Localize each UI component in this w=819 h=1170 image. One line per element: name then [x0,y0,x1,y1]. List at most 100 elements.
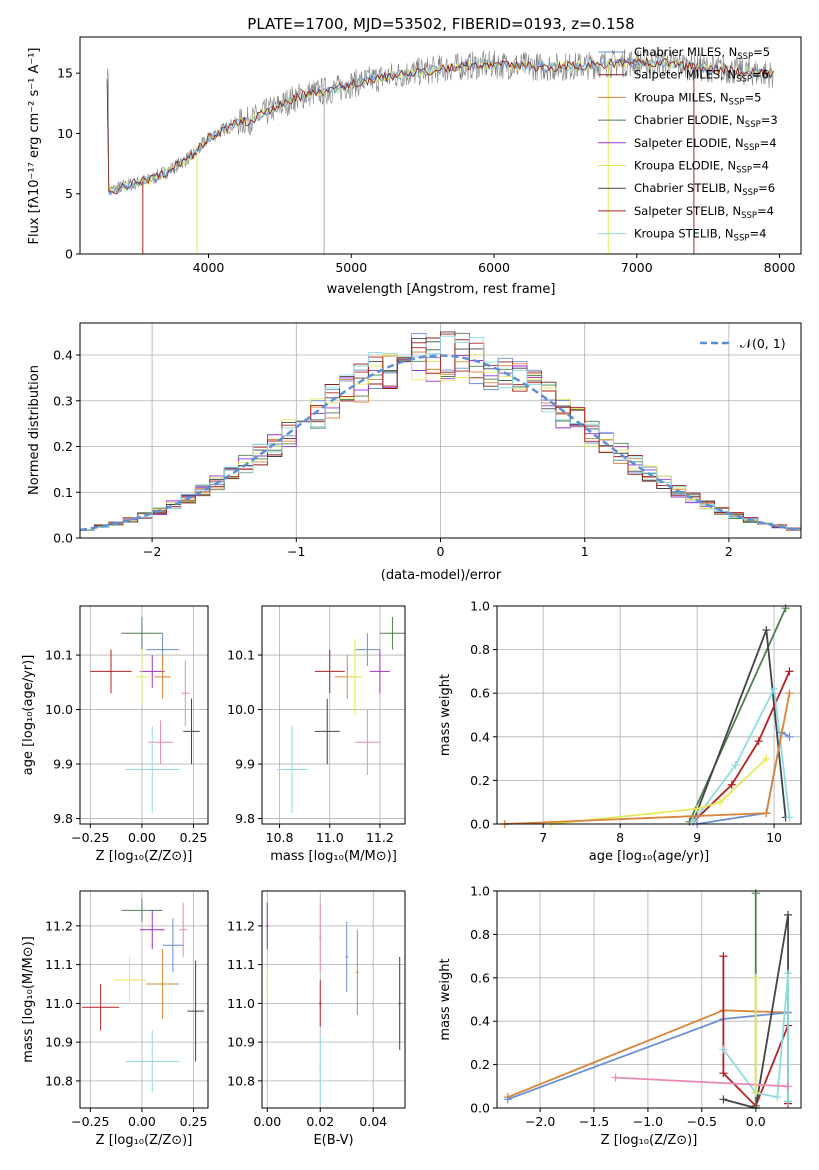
hist-x-tick: 0 [437,544,445,559]
panels.age_vs_Z-x-tick: 0.00 [128,830,156,845]
weight-marker [731,761,740,770]
error-bar-point [318,980,322,1027]
residual-histogram-step [80,335,801,531]
spectrum-y-tick: 15 [57,66,73,81]
spectrum-x-tick: 4000 [193,260,225,275]
panel-x-label: E(B-V) [313,1133,353,1148]
panels.weight_vs_Z-y-tick: 0.4 [470,1014,490,1029]
error-bar-point [121,898,163,922]
panels.age_vs_Z-y-tick: 10.0 [45,702,73,717]
panels.mass_vs_Z-y-tick: 11.0 [45,996,73,1011]
panels.weight_vs_age-y-tick: 0.4 [470,729,490,744]
panels.age_vs_Z-y-tick: 9.9 [53,757,73,772]
error-bar-point [139,655,165,688]
spectrum-x-tick: 6000 [478,260,510,275]
model-spectrum-line [106,56,774,194]
spectrum-y-ticks: 0 5 10 15 [57,66,80,262]
error-bar-point [347,638,363,715]
histogram-x-label: (data-model)/error [381,568,502,583]
panel-y-label: mass weight [438,674,453,756]
error-bar-point [277,725,308,814]
panels.weight_vs_age-y-tick: 0.2 [470,773,490,788]
panels.weight_vs_Z-y-tick: 0.0 [470,1101,490,1116]
legend-entry: Chabrier STELIB, NSSP=6 [634,181,775,198]
legend-entry: Chabrier ELODIE, NSSP=3 [634,113,778,130]
hist-y-tick: 0.1 [53,485,73,500]
error-bar-point [369,649,390,694]
residual-histogram-panel: −2 −1 0 1 2 0.0 0.1 0.2 0.3 0.4 (data-model)/erro… [27,322,802,583]
panels.weight_vs_Z-y-tick: 0.2 [470,1057,490,1072]
weight-series [751,973,760,1097]
spectrum-y-tick: 0 [65,247,73,262]
panels.mass_vs_Z-x-tick: 0.00 [128,1114,156,1129]
weight-marker [785,813,794,822]
weight-marker [784,910,793,919]
panels.weight_vs_age-y-tick: 0.0 [470,817,490,832]
panels.mass_vs_Z-y-tick: 11.2 [45,918,73,933]
legend-entry: Kroupa STELIB, NSSP=4 [634,227,766,244]
panels.age_vs_mass-y-tick: 9.8 [235,811,255,826]
error-bar-point [139,910,165,950]
error-bar-point [183,698,200,765]
error-bar-point [121,616,163,650]
panels.weight_vs_age-x-tick: 7 [539,830,547,845]
error-bar-point [146,949,180,1019]
hist-x-tick: −1 [287,544,305,559]
panels.weight_vs_Z-x-tick: −2.0 [525,1114,555,1129]
weight-marker [784,1082,793,1091]
weight-marker [773,1093,782,1102]
error-bar-point [345,922,349,992]
hist-y-tick: 0.3 [53,393,73,408]
panel-x-label: Z [log₁₀(Z/Z⊙)] [601,1133,698,1148]
hist-x-tick: 2 [725,544,733,559]
weight-series [611,1073,793,1091]
panels.mass_vs_ebv-x-tick: 0.04 [359,1114,387,1129]
hist-y-tick: 0.2 [53,439,73,454]
spectrum-panel: 4000 5000 6000 7000 8000 0 5 10 15 wavelength [… [27,36,802,297]
weight-marker [762,754,771,763]
weight-marker [719,952,728,961]
panels.mass_vs_ebv-y-tick: 11.0 [227,996,255,1011]
weight-marker [719,1045,728,1054]
error-bar-point [356,929,359,1015]
panels.mass_vs_Z-x-tick: −0.25 [71,1114,109,1129]
model-spectrum-line [106,57,774,197]
mass-vs-extinction-panel: 0.00 0.02 0.04 10.8 10.9 11.0 11.1 11.2 E(B-V) [227,890,406,1148]
weight-marker [785,667,794,676]
error-bar-point [125,725,180,814]
panels.mass_vs_ebv-y-tick: 10.8 [227,1073,255,1088]
spectrum-x-label: wavelength [Angstrom, rest frame] [327,282,556,297]
error-bar-point [354,709,380,775]
panels.mass_vs_ebv-x-tick: 0.02 [306,1114,334,1129]
panels.age_vs_mass-y-tick: 9.9 [235,757,255,772]
weight-marker [693,804,702,813]
panels.mass_vs_ebv-y-tick: 11.1 [227,957,255,972]
weight-marker [784,969,793,978]
error-bar-point [113,956,147,1004]
panels.weight_vs_Z-x-tick: −0.5 [687,1114,717,1129]
panel-x-label: Z [log₁₀(Z/Z⊙)] [96,1133,193,1148]
age-vs-metallicity-panel: −0.25 0.00 0.25 9.8 9.9 10.0 10.1 Z [log₁₀(Z/Z⊙… [21,605,209,864]
spectrum-x-ticks: 4000 5000 6000 7000 8000 [193,254,796,275]
panels.weight_vs_Z-x-tick: −1.5 [579,1114,609,1129]
error-bar-point [154,655,171,699]
hist-y-tick: 0.0 [53,531,73,546]
panels.age_vs_mass-x-tick: 11.0 [316,830,344,845]
weight-marker [727,780,736,789]
panels.weight_vs_age-y-tick: 1.0 [470,599,490,614]
mass-vs-metallicity-panel: −0.25 0.00 0.25 10.8 10.9 11.0 11.1 11.2 Z [log₁… [21,890,209,1148]
figure-title: PLATE=1700, MJD=53502, FIBERID=0193, z=0… [247,15,634,33]
spectrum-y-tick: 10 [57,126,73,141]
panels.weight_vs_Z-y-tick: 0.6 [470,970,490,985]
weight-marker [762,809,771,818]
hist-x-tick: −2 [143,544,161,559]
panels.weight_vs_age-y-tick: 0.6 [470,686,490,701]
weight-vs-age-panel: 7 8 9 10 0.0 0.2 0.4 0.6 0.8 1.0 age [log₁₀(age/yr… [438,599,802,864]
error-bar-point [265,902,269,950]
error-bar-point [354,633,380,666]
spectrum-y-label: Flux [fλ10⁻¹⁷ erg cm⁻² s⁻¹ A⁻¹] [27,48,42,245]
panel-y-label: mass weight [438,958,453,1040]
weight-series [689,684,794,826]
legend-entry: Chabrier MILES, NSSP=5 [634,45,770,62]
